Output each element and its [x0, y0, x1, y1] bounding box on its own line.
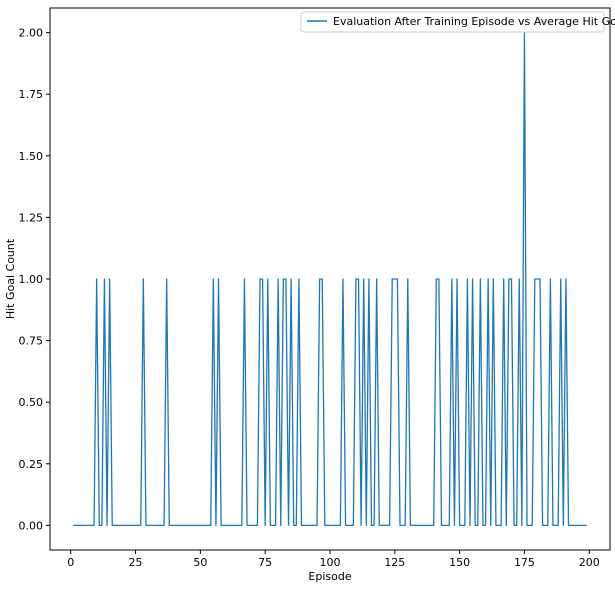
x-tick-label: 0	[67, 556, 74, 569]
y-tick-label: 1.75	[19, 88, 44, 101]
y-tick-label: 1.50	[19, 150, 44, 163]
legend: Evaluation After Training Episode vs Ave…	[300, 11, 615, 33]
x-tick-label: 175	[514, 556, 535, 569]
y-tick-label: 0.00	[19, 519, 44, 532]
x-axis-ticks: 0 25 50 75 100 125 150 175 200	[67, 550, 600, 569]
y-tick-label: 1.25	[19, 211, 44, 224]
y-tick-label: 0.50	[19, 396, 44, 409]
plot-frame	[49, 7, 611, 551]
x-axis-label: Episode	[308, 570, 351, 583]
y-tick-label: 0.25	[19, 458, 44, 471]
x-tick-label: 125	[384, 556, 405, 569]
legend-box	[300, 11, 605, 33]
x-tick-label: 25	[129, 556, 143, 569]
y-tick-label: 2.00	[19, 27, 44, 40]
y-tick-label: 1.00	[19, 273, 44, 286]
y-axis-label: Hit Goal Count	[4, 238, 17, 319]
series-line	[73, 31, 587, 527]
x-tick-label: 50	[193, 556, 207, 569]
legend-label: Evaluation After Training Episode vs Ave…	[333, 15, 615, 28]
y-tick-label: 0.75	[19, 335, 44, 348]
y-axis-ticks: 0.00 0.25 0.50 0.75 1.00 1.25 1.50 1.75 2.00	[19, 27, 50, 532]
series-layer	[73, 31, 587, 527]
x-tick-label: 75	[258, 556, 272, 569]
x-tick-label: 100	[320, 556, 341, 569]
x-tick-label: 150	[449, 556, 470, 569]
x-tick-label: 200	[579, 556, 600, 569]
